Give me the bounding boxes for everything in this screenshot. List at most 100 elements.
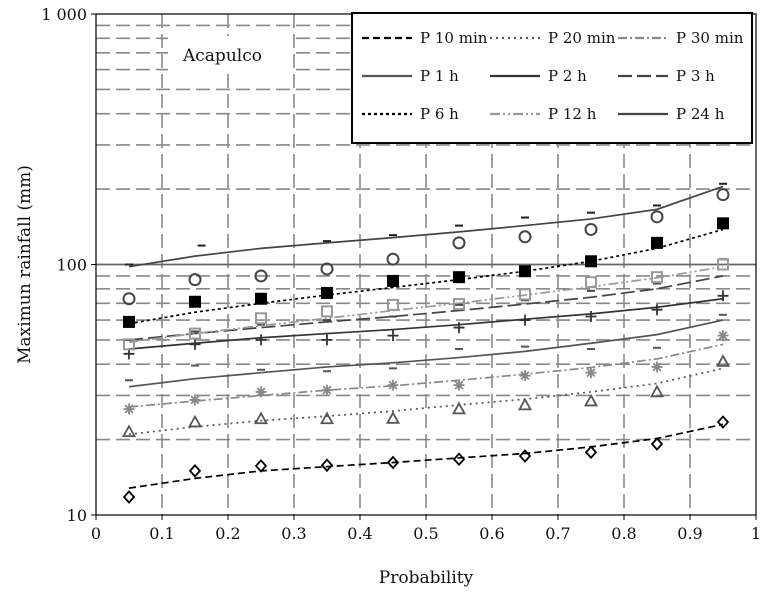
- legend-item: P 24 h: [618, 105, 725, 123]
- data-point: [585, 311, 597, 323]
- series-p-10-min: [122, 415, 730, 504]
- data-point: [583, 393, 599, 407]
- data-point: [717, 258, 729, 271]
- x-tick-label: 0.3: [281, 524, 306, 543]
- legend: P 10 min P 20 min P 30 min P 1 h P 2 h P 3 h P…: [351, 12, 753, 144]
- data-point: [320, 262, 334, 276]
- data-point: [517, 397, 533, 411]
- data-point: [188, 464, 202, 478]
- data-point: [650, 437, 664, 451]
- legend-item: P 20 min: [490, 29, 616, 47]
- data-point: [255, 386, 267, 398]
- series-p-6-h: [123, 217, 729, 328]
- legend-item: P 12 h: [490, 105, 597, 123]
- trend-line: [128, 343, 724, 408]
- data-point: [651, 236, 663, 249]
- data-point: [387, 298, 399, 311]
- legend-label: P 10 min: [420, 29, 488, 47]
- data-point: [519, 370, 531, 382]
- data-point: [255, 292, 267, 305]
- trend-line: [128, 275, 724, 341]
- legend-label: P 24 h: [676, 105, 725, 123]
- legend-label: P 3 h: [676, 67, 715, 85]
- series-p-1-h: [125, 313, 727, 388]
- data-point: [321, 286, 333, 299]
- data-point: [321, 384, 333, 396]
- data-point: [253, 411, 269, 425]
- data-point: [453, 298, 465, 311]
- data-point: [187, 414, 203, 428]
- series-p-2-h: [123, 290, 729, 360]
- data-point: [716, 188, 730, 202]
- data-point: [254, 459, 268, 473]
- legend-item: P 30 min: [618, 29, 744, 47]
- data-point: [585, 276, 597, 289]
- data-point: [123, 338, 135, 351]
- data-point: [387, 274, 399, 287]
- tick-labels: 0 0.1 0.2 0.3 0.4 0.5 0.6 0.7 0.8 0.9 1 10 100 1 000: [41, 5, 761, 543]
- y-axis-label: Maximun rainfall (mm): [15, 165, 35, 364]
- x-tick-label: 0.8: [611, 524, 636, 543]
- extra-markers: [125, 182, 727, 266]
- data-point: [254, 269, 268, 283]
- trend-line: [128, 185, 724, 268]
- data-point: [717, 330, 729, 342]
- x-tick-label: 0.9: [677, 524, 702, 543]
- legend-item: P 1 h: [362, 67, 459, 85]
- data-point: [385, 411, 401, 424]
- data-point: [320, 458, 334, 473]
- legend-item: P 10 min: [362, 29, 488, 47]
- data-point: [321, 305, 333, 318]
- legend-item: P 3 h: [618, 67, 715, 85]
- legend-item: P 2 h: [490, 67, 587, 85]
- chart-annotation: Acapulco: [182, 46, 262, 66]
- trend-line: [128, 228, 724, 325]
- legend-label: P 2 h: [548, 67, 587, 85]
- data-point: [387, 330, 399, 342]
- data-point: [386, 252, 400, 266]
- series-p-20-min: [121, 354, 731, 438]
- data-point: [651, 304, 663, 316]
- data-point: [387, 379, 399, 391]
- legend-label: P 1 h: [420, 67, 459, 85]
- data-point: [452, 236, 466, 250]
- data-point: [650, 210, 664, 224]
- series-p-30-min: [123, 330, 729, 415]
- data-point: [453, 379, 465, 391]
- data-point: [518, 230, 532, 244]
- trend-line: [128, 319, 724, 388]
- data-point: [189, 295, 201, 308]
- legend-label: P 12 h: [548, 105, 597, 123]
- data-point: [716, 415, 730, 429]
- data-point: [518, 449, 532, 463]
- trend-line: [128, 265, 724, 343]
- data-point: [386, 455, 400, 470]
- data-point: [188, 273, 202, 287]
- trend-line: [128, 423, 724, 489]
- x-tick-label: 0.6: [479, 524, 504, 543]
- data-point: [519, 265, 531, 278]
- data-point: [585, 367, 597, 379]
- data-point: [122, 292, 136, 306]
- series-p-24-h: [122, 185, 730, 306]
- x-tick-label: 0.5: [413, 524, 438, 543]
- data-point: [189, 394, 201, 406]
- trend-line: [128, 297, 724, 350]
- data-point: [453, 271, 465, 284]
- series-p-12-h: [123, 258, 729, 351]
- x-tick-label: 0.7: [545, 524, 570, 543]
- y-tick-label: 10: [67, 506, 87, 525]
- x-tick-label: 0.2: [215, 524, 240, 543]
- data-point: [452, 452, 466, 467]
- data-point: [255, 334, 267, 346]
- data-point: [519, 314, 531, 326]
- data-point: [651, 361, 663, 373]
- annotation-box: [168, 36, 292, 72]
- y-tick-label: 1 000: [41, 5, 87, 24]
- legend-label: P 20 min: [548, 29, 616, 47]
- legend-box: [351, 12, 753, 144]
- data-point: [649, 384, 665, 398]
- data-point: [651, 271, 663, 284]
